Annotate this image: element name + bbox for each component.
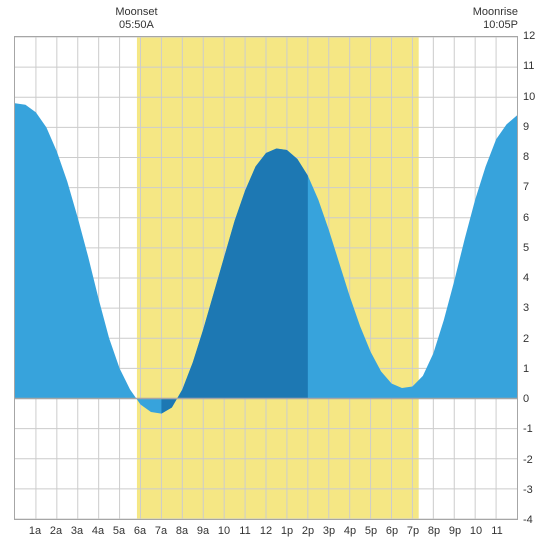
x-tick-label: 11 <box>491 525 502 537</box>
x-tick-label: 4p <box>344 525 356 537</box>
y-tick-label: 8 <box>523 151 529 163</box>
x-tick-label: 8p <box>428 525 440 537</box>
x-tick-label: 5a <box>113 525 125 537</box>
y-tick-label: 7 <box>523 181 529 193</box>
y-tick-label: 4 <box>523 272 529 284</box>
plot-area <box>14 36 518 520</box>
x-tick-label: 7a <box>155 525 167 537</box>
x-tick-label: 4a <box>92 525 104 537</box>
y-tick-label: 11 <box>523 60 534 72</box>
x-tick-label: 2p <box>302 525 314 537</box>
y-tick-label: 0 <box>523 393 529 405</box>
y-tick-label: 9 <box>523 121 529 133</box>
y-tick-label: -3 <box>523 484 533 496</box>
x-tick-label: 9p <box>449 525 461 537</box>
x-tick-label: 1p <box>281 525 293 537</box>
y-tick-label: 6 <box>523 212 529 224</box>
moonrise-label: Moonrise 10:05P <box>473 6 518 32</box>
y-tick-label: -2 <box>523 454 533 466</box>
x-tick-label: 10 <box>218 525 230 537</box>
x-tick-label: 9a <box>197 525 209 537</box>
x-tick-label: 8a <box>176 525 188 537</box>
moonset-label: Moonset 05:50A <box>111 6 161 32</box>
x-tick-label: 5p <box>365 525 377 537</box>
x-tick-label: 2a <box>50 525 62 537</box>
x-tick-label: 6a <box>134 525 146 537</box>
y-tick-label: 10 <box>523 91 535 103</box>
x-tick-label: 12 <box>260 525 272 537</box>
x-tick-label: 6p <box>386 525 398 537</box>
y-tick-label: 12 <box>523 30 535 42</box>
y-tick-label: -1 <box>523 423 533 435</box>
y-tick-label: 1 <box>523 363 529 375</box>
chart-container: Moonset 05:50A Moonrise 10:05P -4 -3 -2 -1 0… <box>0 0 550 550</box>
x-tick-label: 1a <box>29 525 41 537</box>
x-tick-label: 3a <box>71 525 83 537</box>
x-tick-label: 11 <box>239 525 250 537</box>
plot-svg <box>15 37 517 519</box>
x-tick-label: 10 <box>470 525 482 537</box>
x-tick-label: 3p <box>323 525 335 537</box>
x-tick-label: 7p <box>407 525 419 537</box>
y-tick-label: -4 <box>523 514 533 526</box>
y-tick-label: 3 <box>523 302 529 314</box>
y-tick-label: 2 <box>523 333 529 345</box>
y-tick-label: 5 <box>523 242 529 254</box>
